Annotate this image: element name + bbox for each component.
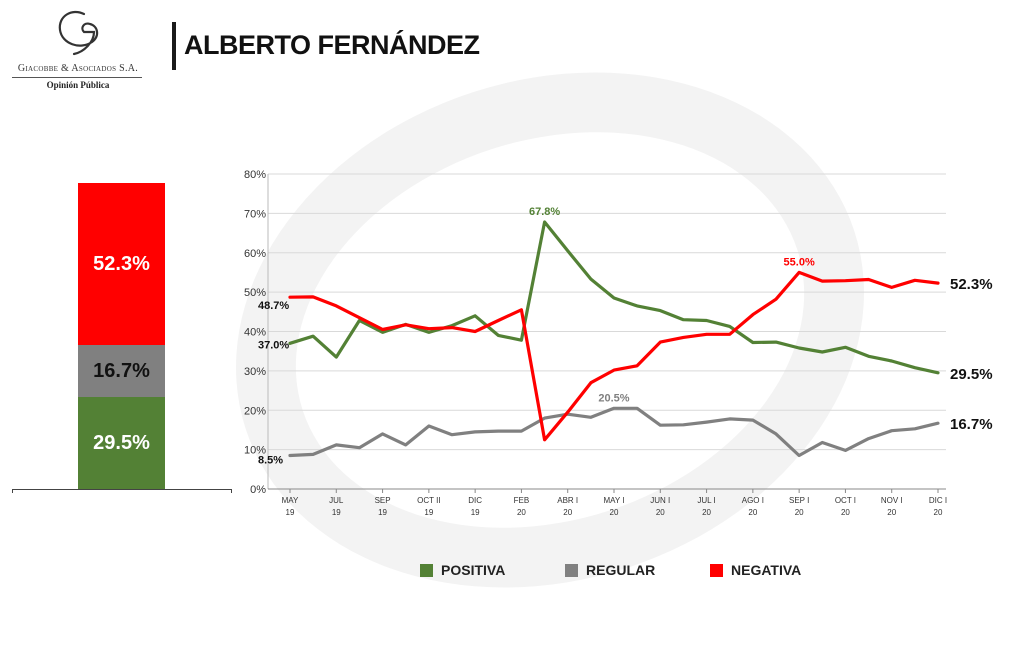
x-tick-label: 20: [934, 508, 943, 517]
x-tick-label: 19: [424, 508, 433, 517]
x-tick-label: MAY I: [603, 496, 624, 505]
legend-swatch-regular: [565, 563, 578, 577]
x-tick-label: DIC I: [929, 496, 947, 505]
x-tick-label: 19: [286, 508, 295, 517]
x-tick-label: OCT II: [417, 496, 440, 505]
stacked-baseline: [12, 489, 232, 490]
company-name: Giacobbe & Asociados S.A.: [17, 63, 139, 74]
legend-item-regular: REGULAR: [565, 562, 655, 578]
logo-g-mark-icon: [58, 10, 99, 56]
x-tick-label: JUL I: [697, 496, 715, 505]
stacked-segment-negativa: 52.3%: [78, 183, 165, 346]
stacked-label-regular: 16.7%: [93, 359, 150, 382]
series-line-regular: [288, 406, 940, 458]
y-tick-label: 80%: [244, 169, 266, 181]
x-tick-label: 20: [841, 508, 850, 517]
data-label-regular: 16.7%: [950, 416, 993, 433]
x-tick-label: FEB: [514, 496, 530, 505]
stacked-label-positiva: 29.5%: [93, 431, 150, 454]
data-label-negativa: 48.7%: [258, 300, 289, 312]
y-tick-label: 30%: [244, 366, 266, 378]
legend-item-positiva: POSITIVA: [420, 562, 505, 578]
x-tick-label: NOV I: [881, 496, 903, 505]
stacked-segment-regular: 16.7%: [78, 345, 165, 398]
data-label-positiva: 67.8%: [529, 206, 560, 218]
x-tick-label: 20: [563, 508, 572, 517]
x-tick-label: 19: [332, 508, 341, 517]
company-logo: Giacobbe & Asociados S.A. Opinión Públic…: [8, 6, 148, 92]
legend-swatch-negativa: [710, 563, 723, 577]
y-tick-label: 20%: [244, 405, 266, 417]
x-tick-label: DIC: [468, 496, 482, 505]
legend-swatch-positiva: [420, 563, 433, 577]
stacked-segment-positiva: 29.5%: [78, 397, 165, 489]
x-tick-label: 19: [471, 508, 480, 517]
data-label-positiva: 37.0%: [258, 339, 289, 351]
x-tick-label: JUN I: [650, 496, 670, 505]
chart-axes: 0% 10% 20% 30% 40% 50% 60% 70% 80% MAY 19 JUL 19 SEP 1…: [244, 169, 947, 517]
x-tick-label: ABR I: [557, 496, 578, 505]
data-label-negativa: 55.0%: [784, 256, 815, 268]
x-tick-label: 20: [887, 508, 896, 517]
stacked-label-negativa: 52.3%: [93, 252, 150, 275]
data-label-regular: 20.5%: [598, 392, 629, 404]
y-tick-label: 60%: [244, 248, 266, 260]
x-tick-label: 20: [795, 508, 804, 517]
x-tick-label: MAY: [282, 496, 299, 505]
series-line-positiva: [288, 220, 940, 375]
legend-label-regular: REGULAR: [586, 562, 656, 578]
x-tick-label: 20: [748, 508, 757, 517]
y-tick-label: 0%: [250, 484, 266, 496]
x-tick-label: 20: [702, 508, 711, 517]
x-tick-label: 19: [378, 508, 387, 517]
legend-item-negativa: NEGATIVA: [710, 562, 801, 578]
x-tick-label: SEP I: [789, 496, 809, 505]
y-tick-label: 70%: [244, 208, 266, 220]
chart-annotations: 37.0% 8.5% 48.7% 67.8% 20.5% 55.0% 52.3% 29.5% 1…: [258, 206, 993, 466]
logo-divider: [12, 77, 142, 78]
stacked-tick: [231, 489, 232, 493]
title-accent-bar: [172, 22, 176, 70]
x-tick-label: AGO I: [742, 496, 764, 505]
x-tick-label: OCT I: [835, 496, 856, 505]
data-label-negativa: 52.3%: [950, 276, 993, 293]
x-tick-label: JUL: [329, 496, 344, 505]
data-label-regular: 8.5%: [258, 455, 283, 467]
x-tick-label: 20: [610, 508, 619, 517]
y-tick-label: 50%: [244, 287, 266, 299]
legend-label-positiva: POSITIVA: [441, 562, 506, 578]
company-tagline: Opinión Pública: [46, 80, 110, 90]
data-label-positiva: 29.5%: [950, 366, 993, 383]
series-line-negativa: [288, 270, 940, 442]
x-tick-label: 20: [517, 508, 526, 517]
y-tick-label: 10%: [244, 445, 266, 457]
y-tick-label: 40%: [244, 327, 266, 339]
x-tick-label: SEP: [375, 496, 391, 505]
chart-lines: [288, 220, 940, 458]
stacked-tick: [12, 489, 13, 493]
page-title: ALBERTO FERNÁNDEZ: [184, 30, 480, 60]
line-chart: 0% 10% 20% 30% 40% 50% 60% 70% 80% MAY 19 JUL 19 SEP 1…: [244, 169, 993, 517]
x-tick-label: 20: [656, 508, 665, 517]
legend-label-negativa: NEGATIVA: [731, 562, 802, 578]
